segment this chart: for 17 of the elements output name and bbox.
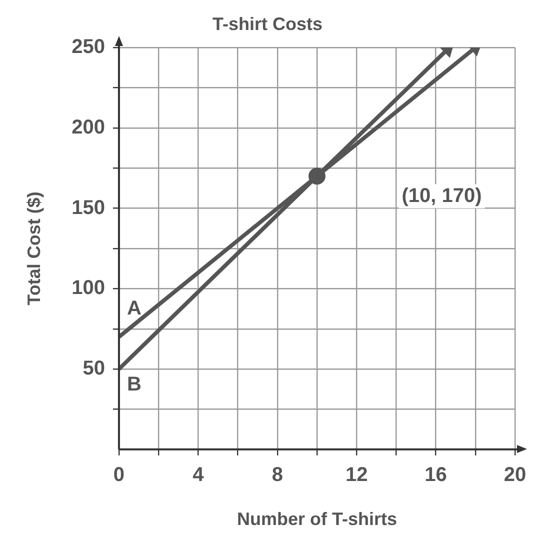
x-tick-label: 12 (345, 464, 368, 486)
y-axis-title: Total Cost ($) (24, 192, 44, 306)
y-tick-label: 250 (72, 36, 105, 58)
y-tick-label: 50 (82, 358, 105, 380)
x-tick-label: 16 (424, 464, 447, 486)
y-tick-label: 150 (72, 196, 105, 219)
series-label: B (126, 374, 142, 396)
x-axis-title: Number of T-shirts (236, 509, 397, 530)
annotation: (10, 170) (402, 184, 482, 207)
x-tick-label: 4 (192, 464, 205, 486)
x-tick-label: 0 (113, 464, 125, 486)
x-tick-label: 8 (272, 464, 283, 486)
series-label: A (126, 297, 142, 320)
y-tick-label: 100 (72, 277, 105, 300)
chart-title: T-shirt Costs (212, 14, 323, 34)
x-tick-label: 20 (504, 464, 526, 486)
y-tick-label: 200 (72, 116, 105, 138)
